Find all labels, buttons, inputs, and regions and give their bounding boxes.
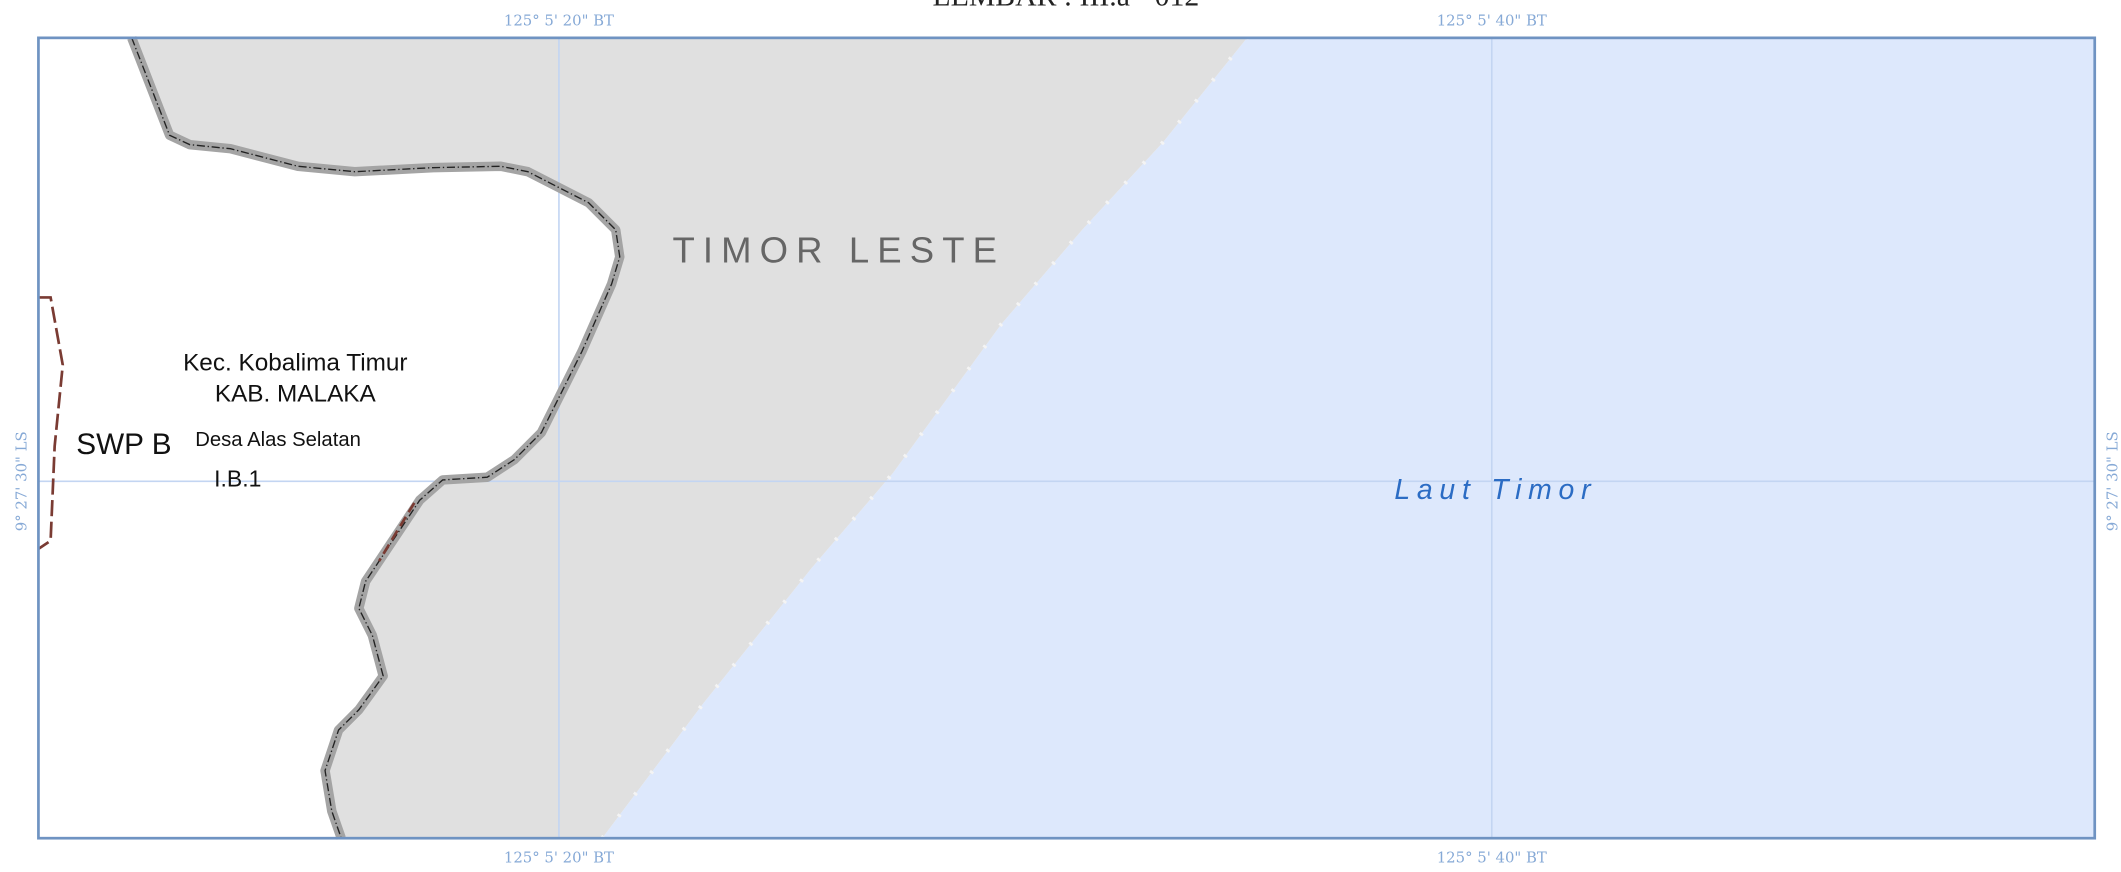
longitude-label: 125° 5' 20" BT <box>504 12 614 30</box>
neighbor-land <box>131 37 1248 839</box>
block-label: I.B.1 <box>214 466 261 492</box>
longitude-label: 125° 5' 40" BT <box>1437 12 1547 30</box>
longitude-label: 125° 5' 40" BT <box>1437 849 1547 867</box>
longitude-label: 125° 5' 20" BT <box>504 849 614 867</box>
regency-label: KAB. MALAKA <box>215 381 377 408</box>
latitude-label: 9° 27' 30" LS <box>12 431 30 531</box>
district-label: Kec. Kobalima Timur <box>183 349 407 376</box>
admin-boundary <box>377 502 416 562</box>
sea <box>602 37 2095 839</box>
map-frame <box>37 36 2097 840</box>
border <box>127 36 625 840</box>
latitude-label: 9° 27' 30" LS <box>2104 431 2121 531</box>
sea-label: Laut Timor <box>1394 474 1597 506</box>
zone-label: SWP B <box>76 428 171 461</box>
country-label: TIMOR LESTE <box>672 229 1005 270</box>
sheet-title: LEMBAR : III.a - 012 <box>933 0 1200 12</box>
admin-boundary <box>37 296 65 551</box>
village-label: Desa Alas Selatan <box>195 429 361 451</box>
border-line <box>131 37 621 839</box>
